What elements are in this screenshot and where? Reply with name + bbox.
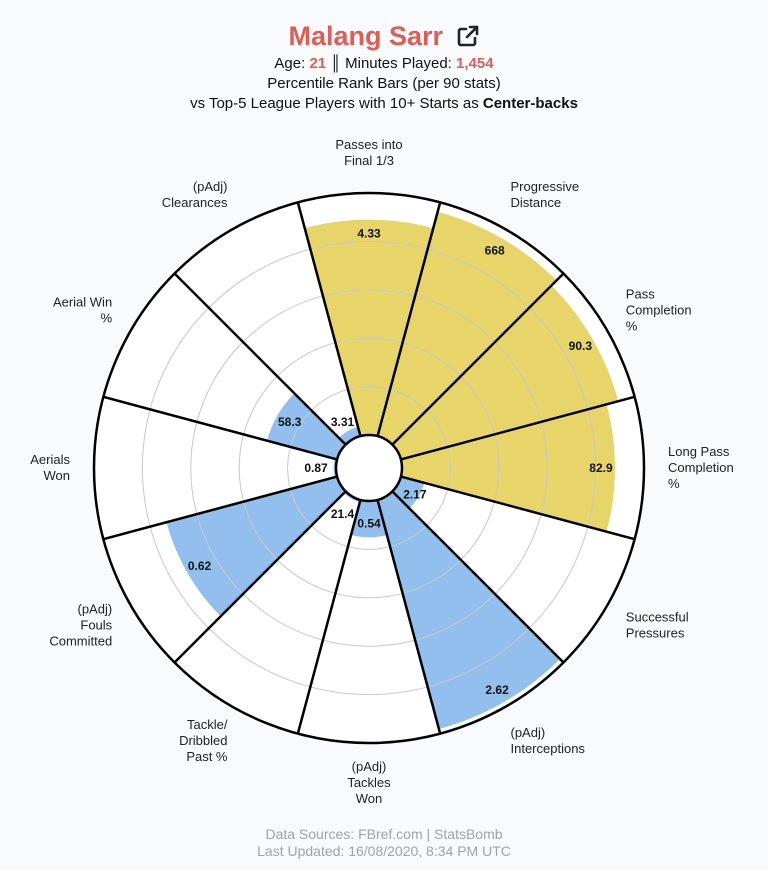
- external-link-icon[interactable]: [456, 24, 480, 48]
- category-label-line: Past %: [186, 749, 228, 764]
- category-label-line: %: [668, 476, 680, 491]
- category-label-line: Distance: [511, 195, 562, 210]
- value-label-1: 668: [485, 243, 505, 257]
- category-label-line: Pressures: [626, 626, 685, 641]
- comparison-prefix: vs Top-5 League Players with 10+ Starts …: [190, 95, 479, 112]
- subtitle: Percentile Rank Bars (per 90 stats): [267, 75, 501, 92]
- grid-ring-80: [141, 240, 597, 696]
- category-label-line: Successful: [626, 610, 689, 625]
- value-label-5: 2.62: [485, 683, 509, 697]
- category-label-line: Interceptions: [511, 741, 586, 756]
- category-label-9: Aerials Won: [30, 452, 70, 483]
- category-label-5: (pAdj) Interceptions: [511, 725, 586, 756]
- spoke-8: [103, 475, 338, 541]
- spoke-10: [173, 272, 347, 446]
- grid-ring-20: [287, 386, 451, 550]
- category-label-line: Clearances: [162, 195, 228, 210]
- category-label-line: Committed: [49, 634, 112, 649]
- category-label-10: Aerial Win%: [53, 295, 113, 326]
- category-label-line: Final 1/3: [344, 153, 394, 168]
- category-label-line: Long Pass: [668, 444, 730, 459]
- value-label-2: 90.3: [569, 339, 593, 353]
- spoke-7: [173, 490, 347, 664]
- player-meta: Age: 21 ║ Minutes Played: 1,454: [0, 54, 768, 74]
- category-label-3: Long Pass Completion%: [668, 444, 734, 491]
- age-label: Age:: [274, 55, 306, 72]
- category-label-6: (pAdj) Tackles Won: [347, 759, 391, 806]
- value-label-7: 21.4: [331, 507, 355, 521]
- bar-3: [400, 404, 615, 532]
- outer-ring: [92, 191, 646, 745]
- category-label-line: Progressive: [511, 179, 580, 194]
- bar-6: [351, 499, 387, 538]
- spoke-11: [296, 202, 362, 437]
- category-label-4: Successful Pressures: [626, 610, 689, 641]
- category-label-line: Dribbled: [179, 733, 227, 748]
- bar-11: [338, 426, 361, 445]
- spoke-5: [376, 499, 442, 734]
- minutes-value: 1,454: [456, 55, 494, 72]
- category-label-line: Completion: [626, 303, 692, 318]
- category-label-line: (pAdj): [511, 725, 546, 740]
- spoke-0: [376, 202, 442, 437]
- value-label-11: 3.31: [331, 415, 355, 429]
- category-label-line: Pass: [626, 287, 655, 302]
- value-label-4: 2.17: [403, 488, 427, 502]
- bar-0: [304, 219, 434, 437]
- value-label-8: 0.62: [188, 559, 212, 573]
- category-label-line: Tackle/: [187, 717, 228, 732]
- separator: ║: [330, 55, 341, 72]
- value-label-10: 58.3: [278, 415, 302, 429]
- bar-4: [392, 476, 425, 509]
- category-label-line: %: [101, 311, 113, 326]
- title-row: Malang Sarr: [0, 18, 768, 54]
- category-label-line: Won: [356, 791, 383, 806]
- minutes-label: Minutes Played:: [345, 55, 452, 72]
- grid-ring-40: [238, 337, 500, 599]
- age-value: 21: [309, 55, 327, 72]
- comparison-position: Center-backs: [482, 95, 578, 112]
- value-label-0: 4.33: [357, 227, 381, 241]
- category-label-1: Progressive Distance: [511, 179, 580, 210]
- center-hub: [334, 433, 404, 503]
- category-label-line: Tackles: [347, 775, 391, 790]
- value-label-6: 0.54: [357, 516, 381, 530]
- bar-10: [266, 393, 346, 460]
- spoke-3: [400, 475, 635, 541]
- spoke-1: [391, 272, 565, 446]
- chart-footer: Data Sources: FBref.com | StatsBomb Last…: [0, 826, 768, 860]
- grid-ring-60: [190, 289, 548, 647]
- player-name: Malang Sarr: [288, 21, 444, 51]
- value-label-9: 0.87: [304, 461, 328, 475]
- last-updated: Last Updated: 16/08/2020, 8:34 PM UTC: [257, 843, 511, 859]
- category-label-line: Completion: [668, 460, 734, 475]
- data-sources: Data Sources: FBref.com | StatsBomb: [265, 826, 503, 842]
- category-label-line: Aerial Win: [53, 295, 112, 310]
- category-label-0: Passes into Final 1/3: [335, 137, 402, 168]
- category-label-line: Fouls: [80, 618, 112, 633]
- spoke-6: [296, 499, 362, 734]
- category-label-line: Aerials: [30, 452, 70, 467]
- spoke-9: [103, 395, 338, 461]
- value-label-3: 82.9: [589, 461, 613, 475]
- category-label-line: %: [626, 319, 638, 334]
- comparison-line: vs Top-5 League Players with 10+ Starts …: [0, 94, 768, 114]
- category-label-11: (pAdj) Clearances: [162, 179, 228, 210]
- category-label-7: Tackle/Dribbled Past %: [179, 717, 228, 764]
- category-label-line: (pAdj): [352, 759, 387, 774]
- chart-header: Malang Sarr Age: 21 ║ Minutes Played: 1,…: [0, 0, 768, 114]
- category-label-line: Passes into: [335, 137, 402, 152]
- spoke-2: [400, 395, 635, 461]
- category-label-line: (pAdj): [78, 602, 113, 617]
- category-label-line: (pAdj): [193, 179, 228, 194]
- category-label-2: Pass Completion%: [626, 287, 692, 334]
- category-label-8: (pAdj) Fouls Committed: [49, 602, 112, 649]
- spoke-4: [391, 490, 565, 664]
- category-label-line: Won: [44, 468, 71, 483]
